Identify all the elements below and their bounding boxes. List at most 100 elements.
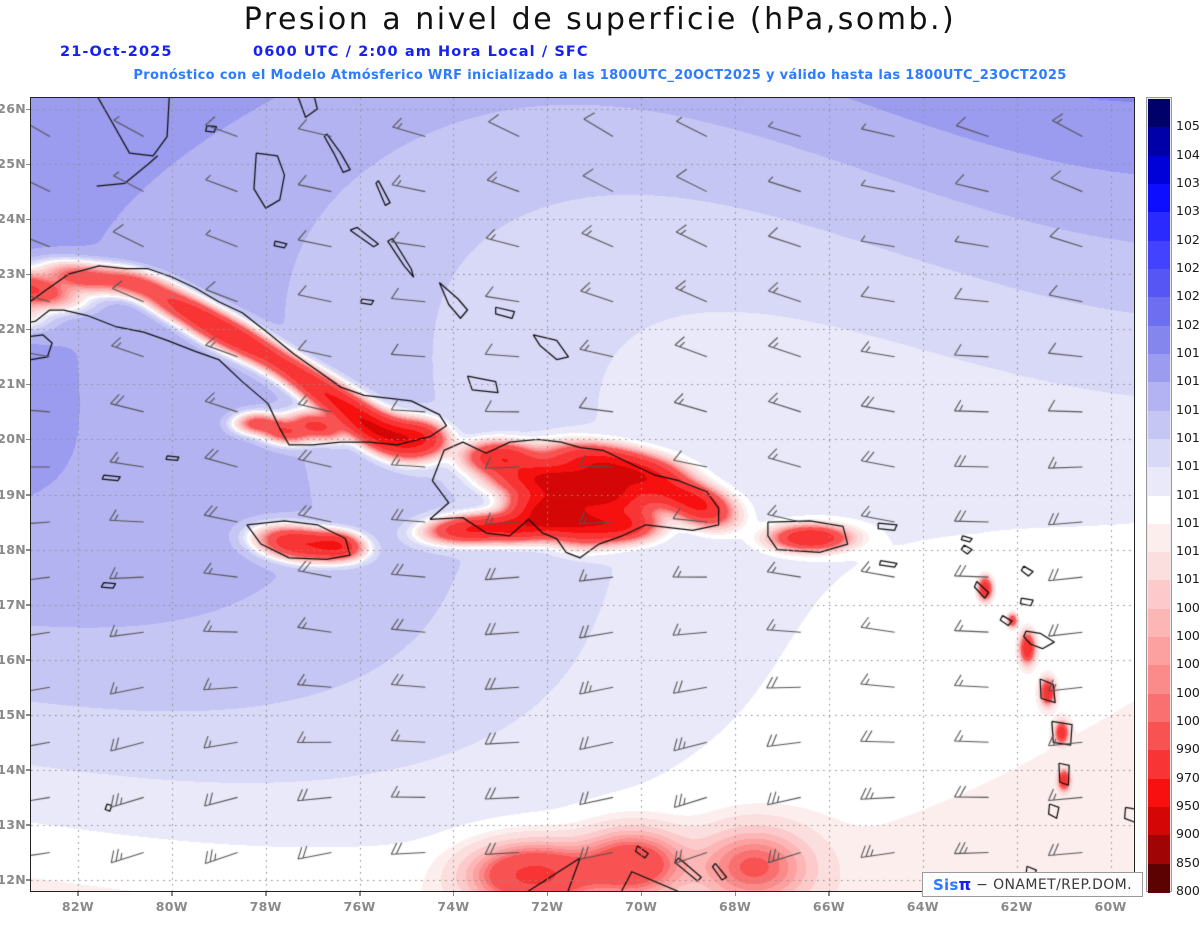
colorbar-band <box>1148 608 1170 638</box>
valid-date-label: 21-Oct-2025 <box>60 44 173 60</box>
lon-tickmark <box>77 892 79 896</box>
lat-tick-label: 16N <box>0 651 26 667</box>
page-title: Presion a nivel de superficie (hPa,somb.… <box>243 2 957 37</box>
lon-tick-label: 68W <box>718 899 752 914</box>
colorbar-tick-label: 800 <box>1176 883 1200 898</box>
lat-tick-label: 12N <box>0 871 26 887</box>
colorbar-tick-label: 990 <box>1176 741 1200 757</box>
colorbar-tick-label: 1004 <box>1176 656 1200 672</box>
colorbar-band <box>1148 693 1170 723</box>
lat-tick-label: 17N <box>0 596 26 612</box>
lat-tick-label: 21N <box>0 376 26 392</box>
lat-tick-label: 23N <box>0 266 26 282</box>
agency-label: − ONAMET/REP.DOM. <box>976 876 1132 893</box>
colorbar-band <box>1148 665 1170 695</box>
lon-tick-label: 60W <box>1094 899 1127 914</box>
valid-time-label: 0600 UTC / 2:00 am Hora Local / SFC <box>253 44 589 60</box>
colorbar-tick-label: 1016 <box>1176 429 1200 445</box>
lat-tickmark <box>26 218 30 221</box>
lon-tickmark <box>640 892 643 896</box>
brand-label: Sis <box>933 875 959 894</box>
lat-tickmark <box>26 328 30 331</box>
colorbar-band <box>1148 637 1170 666</box>
lon-tickmark <box>828 892 830 896</box>
model-run-description: Pronóstico con el Modelo Atmósferico WRF… <box>133 68 1067 83</box>
lat-tickmark <box>26 714 30 716</box>
subtitle-row: 21-Oct-2025 0600 UTC / 2:00 am Hora Loca… <box>0 44 1200 64</box>
colorbar-tick-label: 850 <box>1176 854 1200 870</box>
lat-tickmark <box>26 824 30 826</box>
lat-tick-label: 19N <box>0 486 26 502</box>
colorbar-tick-label: 900 <box>1176 826 1200 842</box>
lon-tick-label: 74W <box>437 899 470 914</box>
colorbar-tick-label: 1017 <box>1176 401 1200 417</box>
lon-tickmark <box>171 892 173 896</box>
lon-tickmark <box>265 892 267 896</box>
lat-tick-label: 26N <box>0 101 26 116</box>
colorbar-band <box>1148 155 1170 185</box>
colorbar-band <box>1148 750 1170 780</box>
colorbar-band <box>1148 722 1170 751</box>
lon-tickmark <box>452 892 455 896</box>
lon-tick-label: 72W <box>531 899 564 914</box>
map-plot-area[interactable] <box>30 97 1135 892</box>
colorbar-band <box>1148 240 1170 270</box>
colorbar-legend: 1050 1040 1035 1030 1028 1025 1022 1020 1019 1018… <box>1146 97 1200 898</box>
colorbar-band <box>1148 580 1170 610</box>
lon-tick-label: 78W <box>249 899 282 914</box>
colorbar-tick-label: 1013 <box>1176 514 1200 530</box>
colorbar-band <box>1148 835 1170 865</box>
colorbar-band <box>1148 495 1170 525</box>
lat-tick-label: 25N <box>0 156 26 172</box>
colorbar-band <box>1148 325 1170 355</box>
lat-tickmark <box>26 438 30 441</box>
colorbar-band <box>1148 183 1170 213</box>
lat-tickmark <box>26 769 30 771</box>
colorbar-tick-label: 1002 <box>1176 684 1200 700</box>
colorbar-tick-label: 1022 <box>1176 288 1200 304</box>
lon-tickmark <box>546 892 549 896</box>
colorbar-tick-label: 1019 <box>1176 344 1200 360</box>
colorbar-band <box>1148 863 1170 893</box>
colorbar-tick-label: 950 <box>1176 798 1200 814</box>
colorbar-band <box>1148 778 1170 808</box>
colorbar-tick-label: 1028 <box>1176 231 1200 247</box>
lon-tick-label: 62W <box>1000 899 1033 914</box>
lon-tickmark <box>359 892 361 896</box>
colorbar-tick-label: 1006 <box>1176 628 1200 644</box>
lat-tickmark <box>26 494 30 496</box>
lon-tick-label: 70W <box>625 899 658 914</box>
chart-header: Presion a nivel de superficie (hPa,somb.… <box>0 0 1200 95</box>
colorbar-tick-label: 1015 <box>1176 458 1200 474</box>
lat-tick-label: 14N <box>0 761 26 777</box>
lon-tick-label: 64W <box>906 899 939 914</box>
lon-tick-label: 76W <box>343 899 376 914</box>
lat-tick-label: 15N <box>0 706 26 722</box>
lat-tickmark <box>26 604 30 606</box>
lat-tick-label: 20N <box>0 431 26 447</box>
lat-tickmark <box>26 659 30 661</box>
colorbar-band <box>1148 552 1170 582</box>
pressure-shading-canvas <box>31 98 1134 891</box>
colorbar-band <box>1148 99 1170 128</box>
lat-tickmark <box>26 108 30 110</box>
colorbar-tick-label: 1020 <box>1176 316 1200 332</box>
colorbar-band <box>1148 467 1170 497</box>
colorbar-tick-label: 1035 <box>1176 174 1200 190</box>
colorbar-band <box>1148 297 1170 327</box>
lon-tick-label: 66W <box>812 899 845 914</box>
colorbar-gradient <box>1146 97 1172 893</box>
colorbar-tick-label: 1018 <box>1176 373 1200 389</box>
lon-tick-label: 80W <box>155 899 188 914</box>
lat-tickmark <box>26 879 30 881</box>
colorbar-tick-label: 1014 <box>1176 486 1200 502</box>
lat-tickmark <box>26 383 30 386</box>
colorbar-band <box>1148 807 1170 836</box>
lat-tick-label: 22N <box>0 321 26 337</box>
attribution-badge: Sis π − ONAMET/REP.DOM. <box>922 872 1143 897</box>
lon-tickmark <box>734 892 737 896</box>
colorbar-tick-label: 1008 <box>1176 599 1200 615</box>
colorbar-tick-label: 1040 <box>1176 146 1200 162</box>
lat-tickmark <box>26 163 30 166</box>
colorbar-band <box>1148 382 1170 412</box>
